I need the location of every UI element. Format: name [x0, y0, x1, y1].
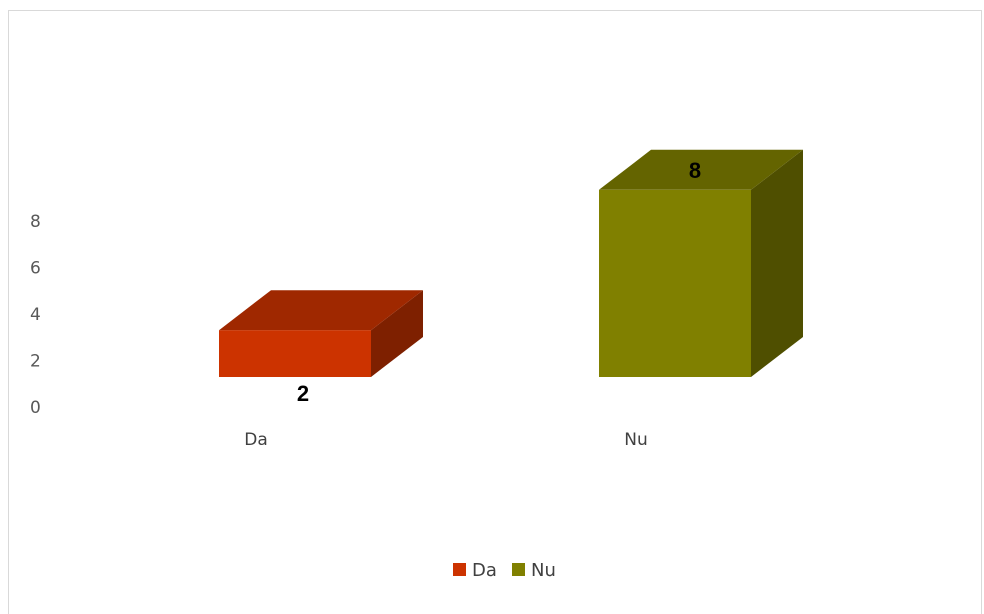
bar-top-face: [599, 149, 803, 190]
bar-front-face: [599, 189, 751, 377]
x-category-label: Da: [244, 430, 268, 450]
y-tick-label: 4: [30, 305, 41, 325]
y-axis-ticks: 0 2 4 6 8: [30, 212, 41, 418]
legend: Da Nu: [453, 560, 556, 581]
y-tick-label: 0: [30, 398, 41, 418]
legend-label: Da: [472, 560, 497, 581]
bar-side-face: [371, 290, 423, 377]
chart-frame: [8, 10, 982, 614]
legend-item-da: Da: [453, 560, 497, 581]
legend-label: Nu: [531, 560, 556, 581]
y-tick-label: 2: [30, 352, 41, 372]
category-labels: Da Nu: [244, 430, 648, 450]
y-tick-label: 6: [30, 259, 41, 279]
y-tick-label: 8: [30, 212, 41, 232]
data-labels: 28: [297, 158, 701, 406]
legend-swatch: [512, 563, 525, 576]
data-label: 8: [689, 158, 701, 183]
legend-swatch: [453, 563, 466, 576]
data-label: 2: [297, 381, 309, 406]
legend-item-nu: Nu: [512, 560, 556, 581]
x-category-label: Nu: [624, 430, 648, 450]
bars: [219, 149, 803, 377]
bar-top-face: [219, 290, 423, 331]
bar-side-face: [751, 149, 803, 377]
bar-da: [219, 290, 423, 377]
bar-nu: [599, 149, 803, 377]
bar-front-face: [219, 330, 371, 377]
